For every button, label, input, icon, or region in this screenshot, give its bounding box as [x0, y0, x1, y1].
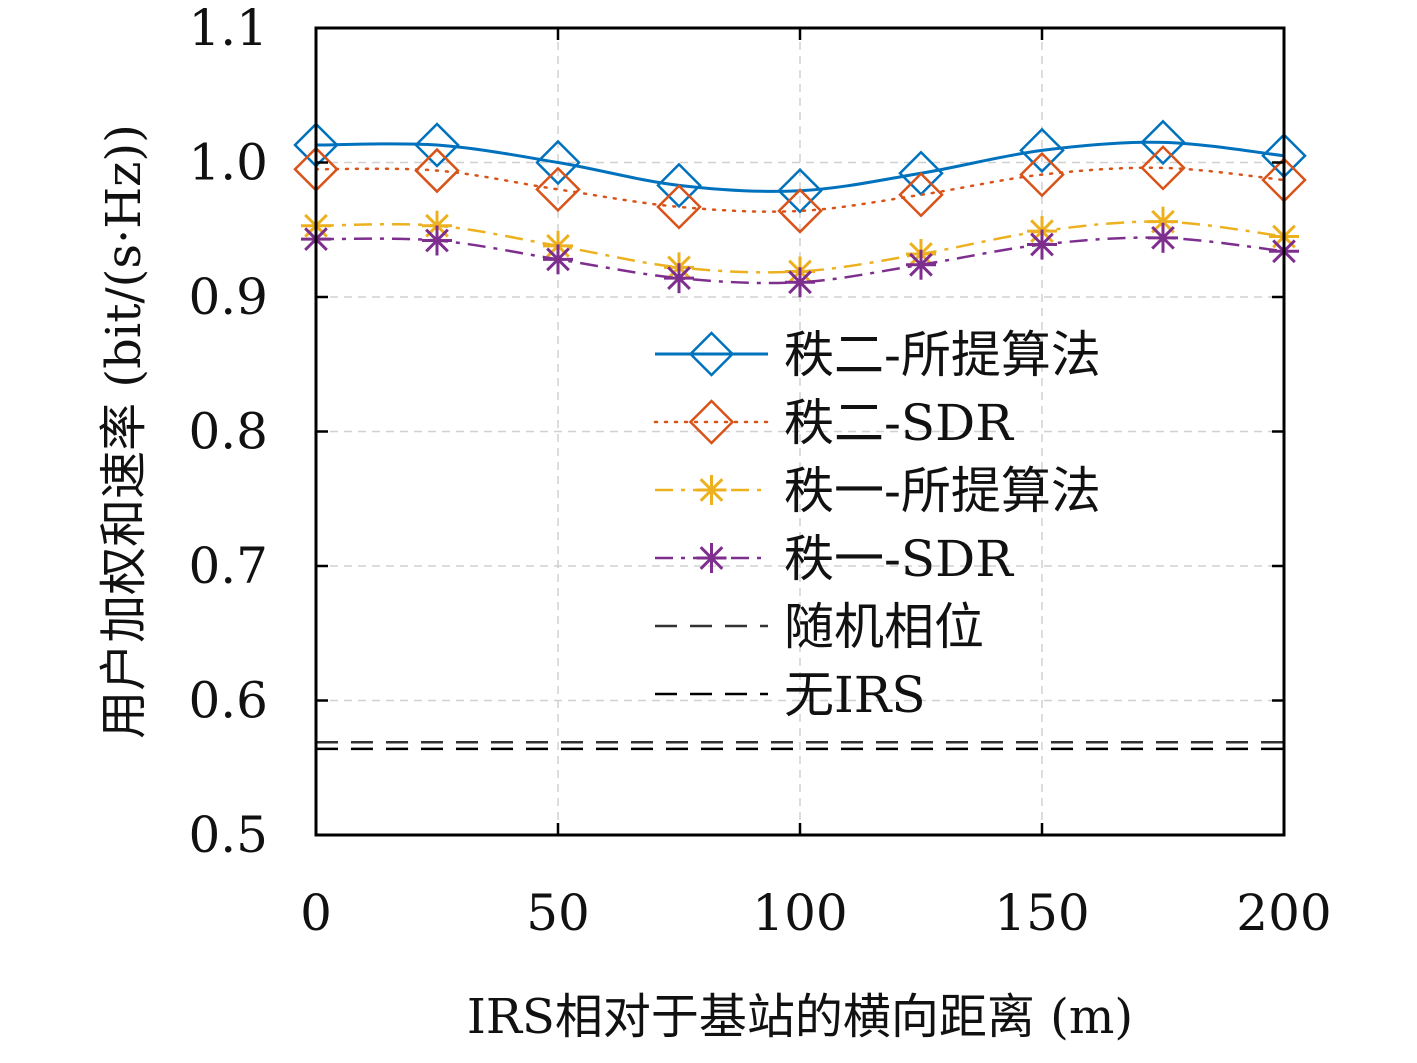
grid-layer	[316, 28, 1284, 835]
series-2-marker	[898, 172, 944, 218]
y-axis-label: 用户加权和速率 (bit/(s·Hz))	[96, 124, 152, 739]
y-tick-label: 0.7	[188, 537, 268, 595]
series-2-marker	[414, 147, 460, 194]
x-tick-label: 100	[752, 884, 847, 942]
series-1-marker	[656, 162, 702, 209]
legend-label-6: 无IRS	[784, 666, 926, 724]
series-2-marker	[1019, 151, 1065, 198]
series-2-marker	[1140, 145, 1186, 191]
legend-label-3: 秩一-所提算法	[784, 462, 1101, 520]
legend-marker-4	[696, 543, 727, 573]
series-2-marker	[656, 184, 702, 230]
legend-label-4: 秩一-SDR	[784, 530, 1014, 588]
legend-label-1: 秩二-所提算法	[784, 326, 1101, 384]
x-tick-label: 150	[994, 884, 1089, 942]
y-tick-label: 1.0	[188, 134, 268, 192]
x-tick-label: 50	[526, 884, 590, 942]
series-2-marker	[535, 166, 581, 213]
series-2-marker	[777, 188, 823, 234]
y-tick-label: 0.9	[188, 268, 268, 326]
x-axis-label: IRS相对于基站的横向距离 (m)	[467, 989, 1133, 1045]
legend-marker-2	[688, 399, 735, 445]
series-4-marker	[1027, 229, 1057, 260]
y-tick-label: 0.8	[188, 403, 268, 461]
series-4-marker	[422, 225, 452, 256]
series-4-marker	[664, 263, 694, 294]
legend-marker-1	[688, 331, 735, 377]
legend-label-2: 秩二-SDR	[784, 394, 1014, 452]
y-tick-label: 0.5	[188, 806, 268, 864]
series-1-marker	[777, 167, 823, 214]
series-4-marker	[1148, 222, 1178, 253]
y-tick-label: 1.1	[188, 0, 268, 57]
series-4-marker	[543, 244, 573, 275]
y-tick-label: 0.6	[188, 672, 268, 730]
series-4-marker	[906, 249, 936, 280]
legend-label-5: 随机相位	[784, 598, 984, 656]
series-line-3	[315, 220, 1285, 274]
x-tick-label: 0	[300, 884, 332, 942]
tick-layer: 0 50 100 150 200 0.5 0.6 0.7 0.8 0.9 1.0 1.1	[188, 0, 1331, 942]
series-4-marker	[785, 267, 815, 298]
series-1-marker	[535, 139, 581, 186]
series-1-marker	[1140, 119, 1186, 166]
x-tick-label: 200	[1236, 884, 1331, 942]
series-1-marker	[414, 122, 460, 168]
series-1-marker	[1019, 127, 1065, 174]
legend-marker-3	[696, 475, 727, 505]
series-line-4	[315, 236, 1285, 285]
